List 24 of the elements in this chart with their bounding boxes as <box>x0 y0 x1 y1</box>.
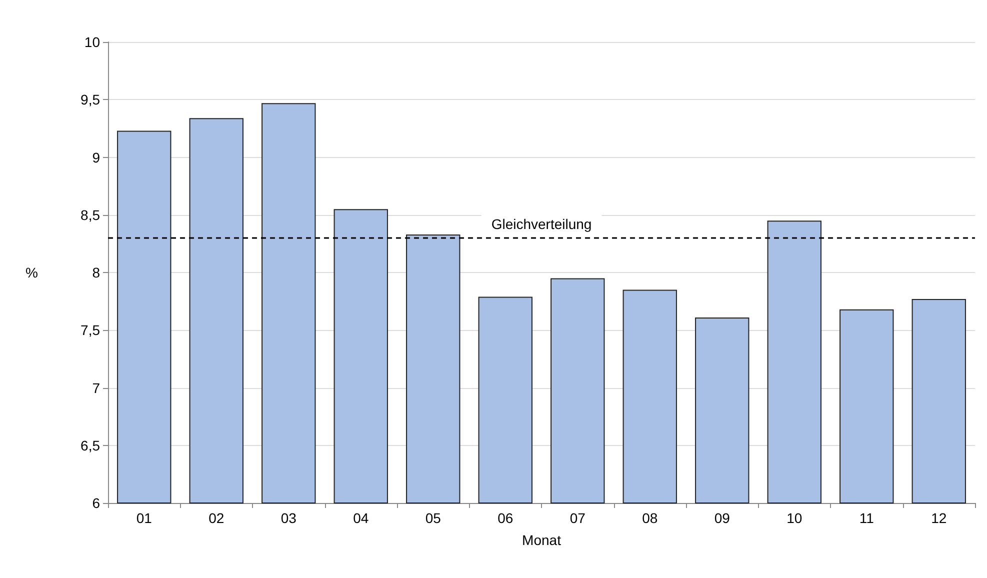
y-tick-label: 8,5 <box>80 206 100 223</box>
x-tick-label: 12 <box>931 510 947 526</box>
y-tick-label: 6 <box>92 495 100 511</box>
x-tick-label: 05 <box>425 510 442 526</box>
x-tick-label: 04 <box>353 510 369 526</box>
y-tick-label: 10 <box>84 34 100 50</box>
x-tick-label: 10 <box>786 510 802 526</box>
y-tick-label: 7 <box>92 380 100 396</box>
x-tick-label: 02 <box>208 510 224 526</box>
y-tick-label: 6,5 <box>80 437 100 454</box>
x-tick-label: 11 <box>859 510 874 526</box>
y-tick-label: 8 <box>92 264 100 280</box>
y-axis-title: % <box>26 264 38 280</box>
y-tick-label: 9 <box>92 149 100 166</box>
x-tick-label: 07 <box>570 510 586 526</box>
x-tick-label: 06 <box>498 510 514 526</box>
x-tick-label: 09 <box>714 510 730 526</box>
y-tick-label: 9,5 <box>80 92 100 108</box>
x-tick-label: 03 <box>280 510 297 526</box>
y-tick-label: 7,5 <box>80 322 100 338</box>
ref-line-label: Gleichverteilung <box>491 216 592 232</box>
x-tick-label: 08 <box>642 510 658 526</box>
x-tick-label: 01 <box>136 510 152 526</box>
x-axis-title: Monat <box>522 532 562 548</box>
